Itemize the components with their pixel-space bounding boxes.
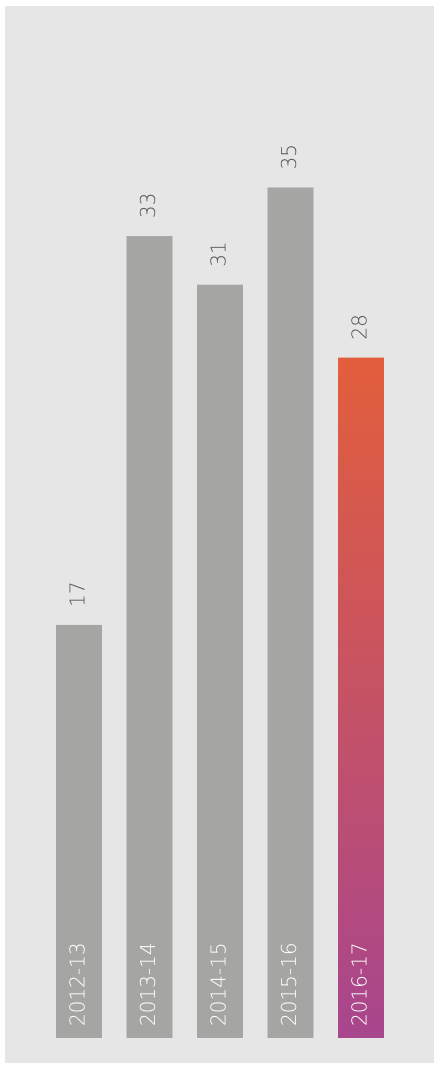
category-label-2014-15: 2014-15 [207, 942, 231, 1026]
value-label-2015-16: 35 [277, 144, 301, 169]
bar-2012-13 [56, 624, 102, 1038]
bar-2013-14 [126, 236, 173, 1039]
bars-group [56, 187, 384, 1039]
value-label-2014-15: 31 [207, 241, 231, 266]
category-label-2015-16: 2015-16 [277, 942, 301, 1026]
category-label-2012-13: 2012-13 [66, 942, 90, 1026]
value-label-2013-14: 33 [136, 193, 160, 218]
value-labels-group: 17 33 31 35 28 [66, 144, 372, 607]
category-label-2013-14: 2013-14 [136, 942, 160, 1026]
bar-2016-17 [338, 357, 384, 1039]
bar-2015-16 [267, 187, 314, 1038]
value-label-2016-17: 28 [348, 314, 372, 339]
category-labels-group: 2012-13 2013-14 2014-15 2015-16 2016-17 [66, 942, 372, 1026]
value-label-2012-13: 17 [66, 581, 90, 606]
bar-2014-15 [197, 284, 243, 1038]
category-label-2016-17: 2016-17 [348, 942, 372, 1026]
